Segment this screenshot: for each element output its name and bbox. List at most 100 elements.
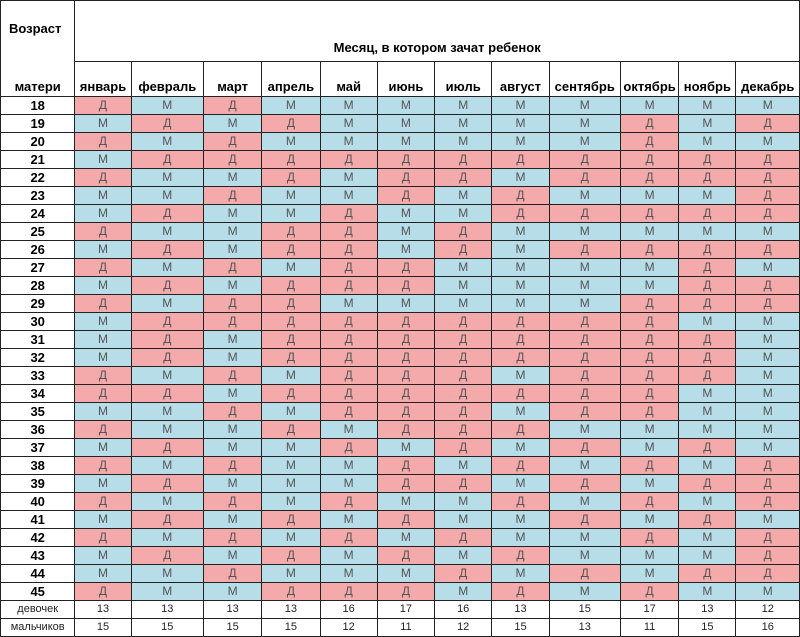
gender-cell: М — [548, 527, 621, 547]
gender-cell: Д — [319, 275, 378, 295]
mother-age-cell: 18 — [0, 95, 76, 115]
gender-cell: М — [74, 437, 132, 457]
gender-cell: Д — [74, 419, 132, 439]
gender-cell: М — [261, 185, 321, 205]
summary-row: мальчиков 15 15 15 15 12 11 12 15 13 11 15 16 — [0, 617, 800, 637]
mother-age-cell: 33 — [0, 365, 76, 385]
gender-cell: Д — [74, 455, 132, 475]
gender-cell: М — [735, 95, 800, 115]
gender-cell: М — [319, 563, 378, 583]
gender-cell: Д — [619, 167, 680, 187]
gender-cell: Д — [261, 419, 321, 439]
gender-cell: М — [619, 563, 680, 583]
gender-cell: М — [319, 113, 378, 133]
gender-cell: Д — [130, 473, 204, 493]
gender-cell: Д — [319, 329, 378, 349]
gender-cell: М — [202, 473, 263, 493]
gender-cell: М — [74, 311, 132, 331]
gender-cell: М — [202, 329, 263, 349]
gender-cell: М — [74, 149, 132, 169]
gender-cell: Д — [735, 473, 800, 493]
gender-cell: Д — [376, 509, 436, 529]
gender-cell: М — [678, 581, 737, 601]
gender-cell: Д — [376, 347, 436, 367]
gender-cell: Д — [434, 149, 493, 169]
gender-cell: М — [735, 329, 800, 349]
gender-cell: М — [319, 509, 378, 529]
mother-age-cell: 40 — [0, 491, 76, 511]
gender-cell: Д — [548, 347, 621, 367]
table-row: 25 Д М М Д Д М Д М М М М М — [0, 221, 800, 241]
gender-cell: М — [491, 509, 550, 529]
gender-cell: М — [678, 419, 737, 439]
gender-cell: Д — [261, 311, 321, 331]
table-row: 45 Д М М Д Д Д М Д М Д М М — [0, 581, 800, 601]
gender-cell: М — [548, 185, 621, 205]
gender-cell: М — [130, 95, 204, 115]
gender-cell: Д — [376, 581, 436, 601]
summary-value: 15 — [261, 617, 321, 637]
header-row-title: Возраст Месяц, в котором зачат ребенок — [0, 0, 800, 61]
gender-cell: Д — [376, 275, 436, 295]
gender-cell: Д — [202, 149, 263, 169]
summary-value: 15 — [548, 599, 621, 619]
gender-cell: Д — [678, 365, 737, 385]
gender-cell: Д — [548, 203, 621, 223]
gender-cell: М — [202, 509, 263, 529]
mother-age-cell: 42 — [0, 527, 76, 547]
gender-cell: М — [261, 563, 321, 583]
gender-cell: М — [548, 581, 621, 601]
gender-cell: М — [202, 239, 263, 259]
gender-cell: М — [678, 311, 737, 331]
gender-cell: Д — [130, 113, 204, 133]
gender-cell: М — [130, 563, 204, 583]
gender-cell: Д — [261, 149, 321, 169]
summary-value: 13 — [202, 599, 263, 619]
month-header: декабрь — [735, 60, 800, 97]
month-header: июль — [434, 60, 493, 97]
mother-age-cell: 36 — [0, 419, 76, 439]
gender-cell: Д — [491, 185, 550, 205]
gender-cell: Д — [548, 311, 621, 331]
gender-cell: М — [130, 293, 204, 313]
gender-cell: М — [202, 383, 263, 403]
gender-cell: Д — [619, 347, 680, 367]
gender-cell: М — [261, 257, 321, 277]
gender-cell: М — [319, 473, 378, 493]
mother-age-cell: 24 — [0, 203, 76, 223]
gender-cell: Д — [202, 185, 263, 205]
gender-cell: М — [376, 113, 436, 133]
gender-cell: М — [491, 293, 550, 313]
mother-age-cell: 29 — [0, 293, 76, 313]
gender-cell: Д — [319, 437, 378, 457]
gender-cell: М — [619, 257, 680, 277]
gender-cell: Д — [548, 509, 621, 529]
summary-value: 17 — [619, 599, 680, 619]
gender-cell: Д — [678, 563, 737, 583]
mother-age-cell: 27 — [0, 257, 76, 277]
table-row: 26 М Д М Д Д М Д М Д Д Д Д — [0, 239, 800, 259]
gender-cell: М — [434, 257, 493, 277]
mother-age-cell: 23 — [0, 185, 76, 205]
gender-cell: Д — [319, 311, 378, 331]
gender-cell: Д — [130, 509, 204, 529]
gender-cell: Д — [735, 455, 800, 475]
mother-age-cell: 39 — [0, 473, 76, 493]
table-row: 35 М М Д М Д Д Д М Д Д М М — [0, 401, 800, 421]
table-row: 37 М Д М М Д М Д М Д М Д М — [0, 437, 800, 457]
gender-cell: Д — [434, 167, 493, 187]
summary-value: 15 — [202, 617, 263, 637]
month-header: март — [202, 60, 263, 97]
gender-cell: М — [434, 491, 493, 511]
gender-cell: Д — [735, 293, 800, 313]
gender-cell: М — [491, 221, 550, 241]
gender-cell: Д — [491, 203, 550, 223]
gender-cell: М — [319, 455, 378, 475]
gender-cell: М — [319, 131, 378, 151]
summary-value: 16 — [319, 599, 378, 619]
mother-age-cell: 25 — [0, 221, 76, 241]
summary-value: 15 — [678, 617, 737, 637]
gender-cell: М — [678, 401, 737, 421]
gender-cell: Д — [434, 473, 493, 493]
gender-cell: Д — [376, 167, 436, 187]
